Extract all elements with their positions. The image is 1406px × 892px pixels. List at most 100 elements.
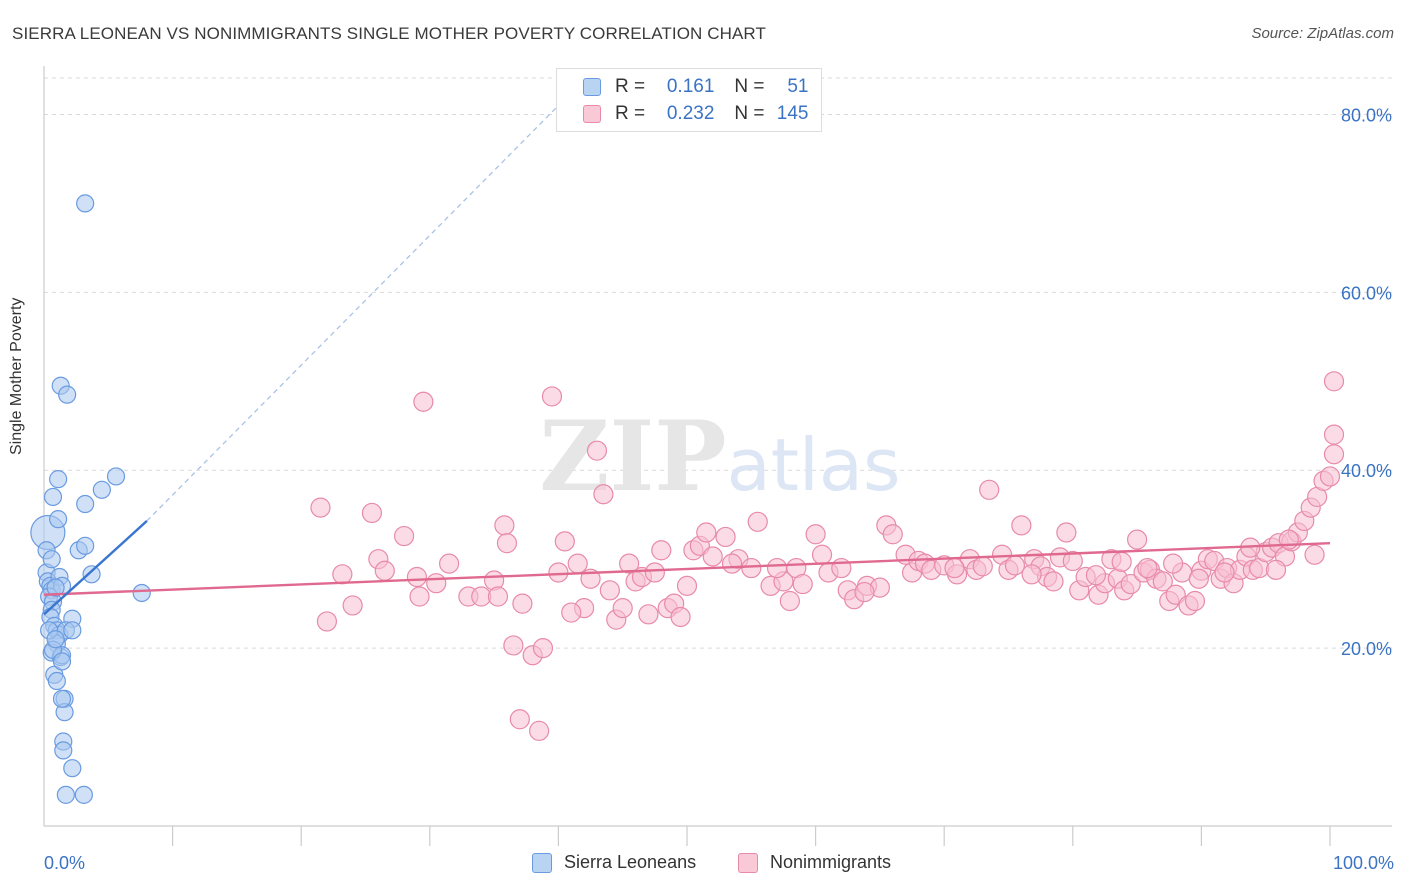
nonimmigrants-trend-line — [43, 541, 1331, 596]
data-point — [1265, 559, 1287, 580]
r-value: 0.232 — [666, 103, 715, 124]
data-point — [82, 565, 101, 584]
data-point — [1062, 550, 1083, 572]
data-point — [619, 553, 640, 574]
watermark-text: ZIPatlas — [539, 400, 900, 513]
legend-row-nonimmigrants: R = 0.232 N = 145 — [583, 101, 809, 127]
data-point — [593, 484, 614, 505]
data-point — [599, 580, 620, 601]
data-point — [586, 440, 608, 461]
data-point — [1004, 555, 1026, 576]
watermark: ZIPatlas — [539, 400, 900, 513]
r-value: 0.161 — [666, 76, 715, 97]
data-point — [1043, 571, 1064, 592]
data-point — [1304, 544, 1325, 565]
data-point — [1184, 590, 1206, 612]
x-tick-label-end: 100.0% — [1333, 853, 1394, 873]
data-point — [361, 502, 383, 524]
blue-swatch — [532, 852, 552, 873]
data-point — [438, 553, 460, 574]
data-point — [49, 470, 68, 489]
data-point — [766, 557, 788, 579]
data-point — [52, 689, 72, 708]
data-point — [644, 562, 665, 583]
data-point — [132, 583, 151, 603]
data-point — [106, 467, 126, 486]
data-point — [1120, 573, 1141, 595]
data-point — [409, 586, 430, 607]
data-point — [715, 526, 736, 548]
y-tick-label: 80.0% — [1341, 105, 1392, 125]
data-point — [638, 604, 659, 625]
data-point — [509, 709, 530, 730]
trend-lines — [43, 105, 1331, 616]
data-point — [494, 515, 515, 536]
data-point — [42, 550, 61, 569]
data-point — [342, 595, 363, 616]
data-point — [1319, 466, 1341, 487]
chart-title: SIERRA LEONEAN VS NONIMMIGRANTS SINGLE M… — [12, 24, 766, 43]
y-tick-label: 20.0% — [1341, 639, 1392, 659]
data-point — [426, 573, 447, 594]
data-point — [741, 557, 762, 579]
y-axis-label: Single Mother Poverty — [8, 297, 25, 455]
data-point — [1126, 529, 1148, 550]
sierra-leoneans-trend-line — [43, 520, 148, 616]
data-point — [532, 638, 554, 659]
data-point — [676, 575, 698, 596]
axes — [43, 66, 1392, 846]
data-point — [393, 525, 415, 547]
data-point — [1323, 444, 1345, 465]
data-point — [541, 386, 563, 407]
stats-legend: R = 0.161 N = 51 R = 0.232 N = 145 — [556, 68, 822, 132]
data-point — [1323, 371, 1345, 392]
data-point — [74, 785, 93, 804]
data-point — [567, 553, 588, 574]
y-tick-label: 60.0% — [1341, 283, 1392, 303]
data-point — [554, 531, 575, 552]
pink-swatch — [738, 852, 758, 873]
data-point — [54, 741, 73, 760]
n-label: N = — [734, 103, 765, 124]
data-point — [779, 590, 800, 612]
data-point — [1188, 568, 1209, 589]
data-point — [944, 557, 965, 579]
data-point — [47, 671, 66, 691]
tick-labels: 20.0% 40.0% 60.0% 80.0% 0.0% 100.0% — [44, 105, 1394, 873]
bottom-legend-nonimmigrants: Nonimmigrants — [738, 852, 891, 873]
data-point — [1111, 551, 1132, 572]
r-label: R = — [615, 76, 646, 97]
legend-row-sierra-leoneans: R = 0.161 N = 51 — [583, 74, 809, 100]
data-point — [1323, 424, 1345, 445]
data-point — [1152, 571, 1173, 592]
data-point — [979, 479, 1000, 500]
y-tick-label: 40.0% — [1341, 461, 1392, 481]
data-point — [58, 385, 77, 404]
n-label: N = — [734, 76, 765, 97]
data-point — [63, 621, 82, 640]
source-label: Source: ZipAtlas.com — [1251, 25, 1394, 42]
data-point — [721, 553, 743, 574]
data-point — [63, 759, 82, 778]
data-point — [316, 611, 338, 632]
n-value: 51 — [787, 76, 809, 97]
data-point — [612, 597, 633, 619]
r-label: R = — [615, 103, 646, 124]
data-point — [76, 494, 95, 514]
data-point — [1137, 557, 1158, 579]
data-point — [512, 593, 533, 614]
pink-swatch — [583, 105, 601, 123]
data-point — [1214, 562, 1235, 583]
sierra-leoneans-trend-extension — [146, 105, 559, 522]
sierra-leoneans-points — [30, 194, 151, 804]
n-value: 145 — [776, 103, 809, 124]
data-point — [882, 524, 903, 545]
data-point — [792, 573, 813, 595]
data-point — [49, 510, 68, 529]
data-point — [561, 602, 582, 623]
data-point — [496, 533, 518, 554]
data-point — [972, 556, 993, 577]
data-point — [1011, 515, 1032, 536]
data-point — [76, 536, 95, 555]
